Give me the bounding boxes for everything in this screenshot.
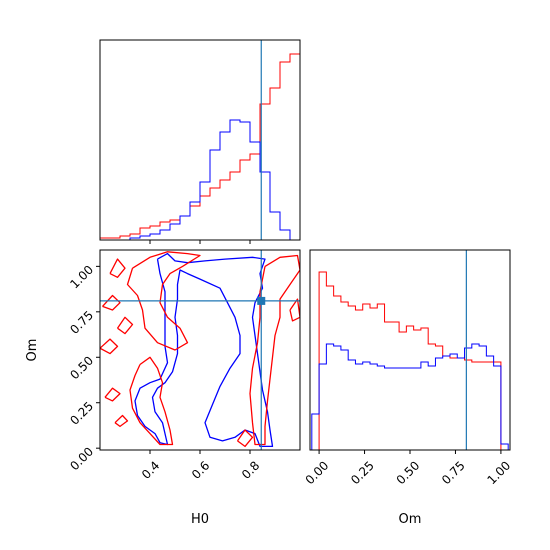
contour-yticklabel-0: 0.00 xyxy=(67,444,96,473)
contour-xticklabel-2: 0.8 xyxy=(239,458,262,481)
om-hist-frame xyxy=(309,249,511,451)
om-hist-series-0 xyxy=(311,271,509,451)
contour-series-1-level-1 xyxy=(109,258,126,278)
contour-yticklabel-2: 0.50 xyxy=(67,353,96,382)
contour-series-1-level-10 xyxy=(236,429,254,448)
contour-frame xyxy=(99,249,301,451)
contour-truth-marker xyxy=(257,296,266,305)
contour-yticklabel-4: 1.00 xyxy=(67,263,96,292)
om-hist-ticklabel-2: 0.50 xyxy=(394,458,423,487)
h0-xlabel: H0 xyxy=(191,512,209,527)
contour-series-1-level-4 xyxy=(100,338,119,355)
om-hist-ticklabel-4: 1.00 xyxy=(484,458,513,487)
om-marginal-panel: 0.00 0.25 0.50 0.75 1.00 Om xyxy=(303,249,513,527)
contour-series-1-level-3 xyxy=(116,316,134,335)
contour-series-1-level-6 xyxy=(114,414,129,428)
om-hist-ticklabel-3: 0.75 xyxy=(439,458,468,487)
h0-marginal-panel xyxy=(99,39,301,244)
contour-series-1-level-7 xyxy=(129,356,174,446)
contour-yticklabel-1: 0.25 xyxy=(67,399,96,428)
contour-series-1-level-2 xyxy=(102,294,121,311)
contour-xticklabel-1: 0.6 xyxy=(189,458,212,481)
contour-series-1-level-8 xyxy=(249,254,300,446)
h0-om-contour-panel: 0.4 0.6 0.8 0.00 0.25 0.50 0.75 1.00 H0 Om xyxy=(25,249,301,527)
om-xlabel: Om xyxy=(399,512,422,527)
om-hist-ticklabel-0: 0.00 xyxy=(303,458,332,487)
om-hist-series-1 xyxy=(311,343,509,450)
h0-hist-series-1 xyxy=(100,119,300,241)
contour-yticklabel-3: 0.75 xyxy=(67,308,96,337)
contour-series-1-level-9 xyxy=(289,298,300,322)
om-hist-ticklabel-1: 0.25 xyxy=(348,458,377,487)
contour-plot-area xyxy=(100,251,300,448)
contour-series-0-level-0 xyxy=(134,252,274,448)
om-ylabel: Om xyxy=(25,339,40,362)
contour-xticklabel-0: 0.4 xyxy=(139,458,162,481)
contour-series-1-level-0 xyxy=(126,251,201,351)
contour-series-1-level-5 xyxy=(104,387,121,402)
